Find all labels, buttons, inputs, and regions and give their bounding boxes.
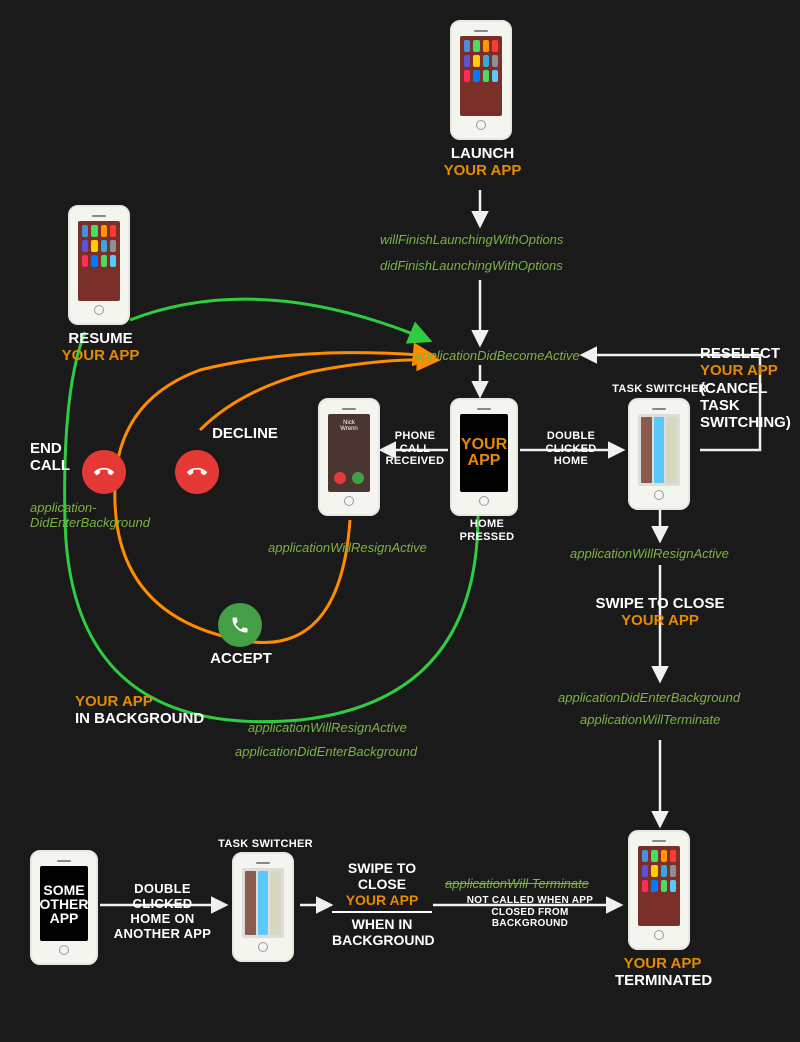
decline-button bbox=[175, 450, 219, 494]
label-swipeclose2: SWIPE TO CLOSE YOUR APP WHEN IN BACKGROU… bbox=[332, 860, 432, 948]
method-willfinish: willFinishLaunchingWithOptions bbox=[380, 232, 563, 247]
label-decline: DECLINE bbox=[210, 425, 280, 442]
label-notcalled: NOT CALLED WHEN APP CLOSED FROM BACKGROU… bbox=[460, 895, 600, 930]
resume-line2: YOUR APP bbox=[62, 347, 140, 364]
phone-switcher-2 bbox=[232, 852, 294, 962]
label-homepressed: HOME PRESSED bbox=[442, 518, 532, 543]
homescreen bbox=[78, 221, 120, 301]
method-willterminate-strike: applicationWill Terminate bbox=[445, 876, 589, 891]
phone-someother: SOME OTHER APP bbox=[30, 850, 98, 965]
label-doubleclick-another: DOUBLE CLICKED HOME ON ANOTHER APP bbox=[105, 882, 220, 942]
phone-call: Nick Wrenn bbox=[318, 398, 380, 516]
method-didenterbg2: applicationDidEnterBackground bbox=[235, 744, 417, 759]
label-accept: ACCEPT bbox=[210, 650, 272, 667]
method-didfinish: didFinishLaunchingWithOptions bbox=[380, 258, 563, 273]
method-willterminate: applicationWillTerminate bbox=[580, 712, 720, 727]
yourapp-text: YOUR APP bbox=[461, 437, 507, 469]
label-task-switcher-2: TASK SWITCHER bbox=[218, 838, 313, 851]
launch-line1: LAUNCH bbox=[451, 145, 514, 162]
terminated-line1: YOUR APP bbox=[624, 955, 702, 972]
method-willresign: applicationWillResignActive bbox=[268, 540, 427, 555]
method-willresign2: applicationWillResignActive bbox=[248, 720, 407, 735]
label-swipeclose: SWIPE TO CLOSE YOUR APP bbox=[585, 595, 735, 630]
method-didbecomeactive: applicationDidBecomeActive bbox=[415, 348, 580, 363]
label-resume: RESUME YOUR APP bbox=[58, 330, 143, 365]
label-launch: LAUNCH YOUR APP bbox=[440, 145, 525, 180]
homescreen bbox=[638, 846, 680, 926]
label-yourapp-bg: YOUR APP IN BACKGROUND bbox=[75, 693, 215, 728]
label-reselect: RESELECT YOUR APP (CANCEL TASK SWITCHING… bbox=[700, 345, 798, 431]
phone-terminated bbox=[628, 830, 690, 950]
caller-name: Nick Wrenn bbox=[334, 420, 364, 432]
someother-text: SOME OTHER APP bbox=[40, 883, 89, 925]
method-willresign3: applicationWillResignActive bbox=[570, 546, 729, 561]
label-task-switcher-1: TASK SWITCHER bbox=[612, 383, 707, 396]
phone-resume bbox=[68, 205, 130, 325]
method-didenterbg3: applicationDidEnterBackground bbox=[558, 690, 740, 705]
label-phonecall: PHONE CALL RECEIVED bbox=[385, 430, 445, 468]
terminated-line2: TERMINATED bbox=[615, 972, 712, 989]
phone-switcher-1 bbox=[628, 398, 690, 510]
phone-yourapp: YOUR APP bbox=[450, 398, 518, 516]
launch-line2: YOUR APP bbox=[444, 162, 522, 179]
label-doubleclicked: DOUBLE CLICKED HOME bbox=[530, 430, 612, 468]
phone-launch bbox=[450, 20, 512, 140]
accept-button bbox=[218, 603, 262, 647]
resume-line1: RESUME bbox=[68, 330, 132, 347]
homescreen bbox=[460, 36, 502, 116]
end-call-button bbox=[82, 450, 126, 494]
method-didenterbg: application- DidEnterBackground bbox=[30, 500, 170, 530]
label-endcall: END CALL bbox=[30, 440, 78, 475]
label-terminated: YOUR APP TERMINATED bbox=[615, 955, 710, 990]
